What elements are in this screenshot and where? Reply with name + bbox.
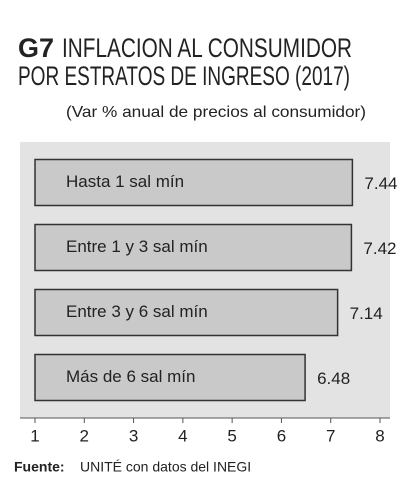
- chart-title: POR ESTRATOS DE INGRESO (2017): [18, 61, 350, 91]
- value-label: 7.42: [363, 239, 396, 258]
- x-tick-label: 2: [80, 426, 89, 445]
- x-tick-label: 3: [129, 426, 138, 445]
- bar: [34, 158, 354, 207]
- source: UNITÉ con datos del INEGI: [80, 459, 251, 475]
- chart-title: INFLACION AL CONSUMIDOR: [62, 33, 352, 63]
- x-tick-label: 4: [178, 426, 187, 445]
- bar: [34, 223, 353, 272]
- x-tick-label: 6: [277, 426, 286, 445]
- bar-label: Entre 3 y 6 sal mín: [66, 302, 208, 321]
- value-label: 6.48: [317, 369, 350, 388]
- bar-label: Más de 6 sal mín: [66, 367, 195, 386]
- bar-label: Entre 1 y 3 sal mín: [66, 237, 208, 256]
- chart-subtitle: (Var % anual de precios al consumidor): [66, 104, 366, 121]
- value-label: 7.44: [364, 174, 397, 193]
- bar-label: Hasta 1 sal mín: [66, 172, 184, 191]
- chart-label: G7: [18, 33, 54, 63]
- value-label: 7.14: [350, 304, 383, 323]
- x-tick-label: 5: [227, 426, 236, 445]
- x-tick-label: 1: [30, 426, 39, 445]
- x-tick-label: 7: [326, 426, 335, 445]
- x-tick-label: 8: [375, 426, 384, 445]
- bar: [34, 288, 339, 337]
- source-label: Fuente:: [14, 459, 65, 475]
- bar: [34, 353, 306, 402]
